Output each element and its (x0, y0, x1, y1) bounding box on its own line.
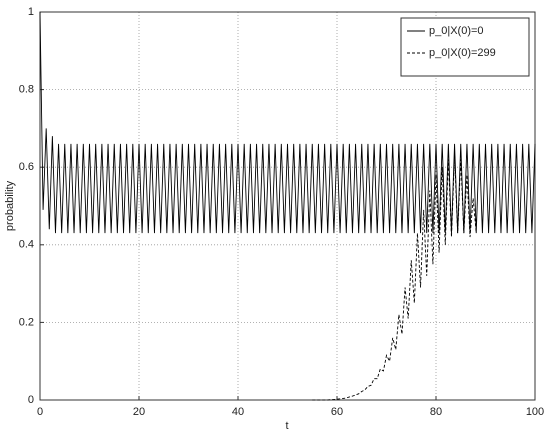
x-tick-label: 40 (232, 406, 244, 418)
y-tick-label: 0.4 (19, 239, 34, 251)
plot-frame (39, 11, 536, 401)
y-tick-label: 0 (28, 394, 34, 406)
legend-box (400, 17, 530, 77)
y-tick-label: 1 (28, 6, 34, 18)
x-tick-label: 80 (430, 406, 442, 418)
legend-label: p_0|X(0)=0 (429, 25, 484, 37)
legend: p_0|X(0)=0 p_0|X(0)=299 (400, 17, 530, 77)
y-tick-label: 0.6 (19, 161, 34, 173)
x-tick-label: 0 (37, 406, 43, 418)
series-line (312, 155, 477, 401)
x-tick-label: 100 (526, 406, 544, 418)
x-axis-label: t (285, 420, 288, 432)
x-tick-label: 20 (133, 406, 145, 418)
x-tick-label: 60 (331, 406, 343, 418)
y-tick-label: 0.2 (19, 316, 34, 328)
legend-label: p_0|X(0)=299 (429, 47, 496, 59)
y-axis-label: probability (4, 180, 16, 231)
y-tick-label: 0.8 (19, 84, 34, 96)
